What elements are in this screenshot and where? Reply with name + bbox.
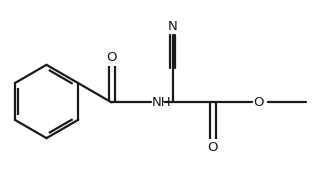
Text: O: O bbox=[253, 96, 264, 109]
Text: O: O bbox=[106, 51, 117, 64]
Text: NH: NH bbox=[152, 96, 172, 109]
Text: N: N bbox=[168, 20, 177, 33]
Text: O: O bbox=[208, 141, 218, 154]
